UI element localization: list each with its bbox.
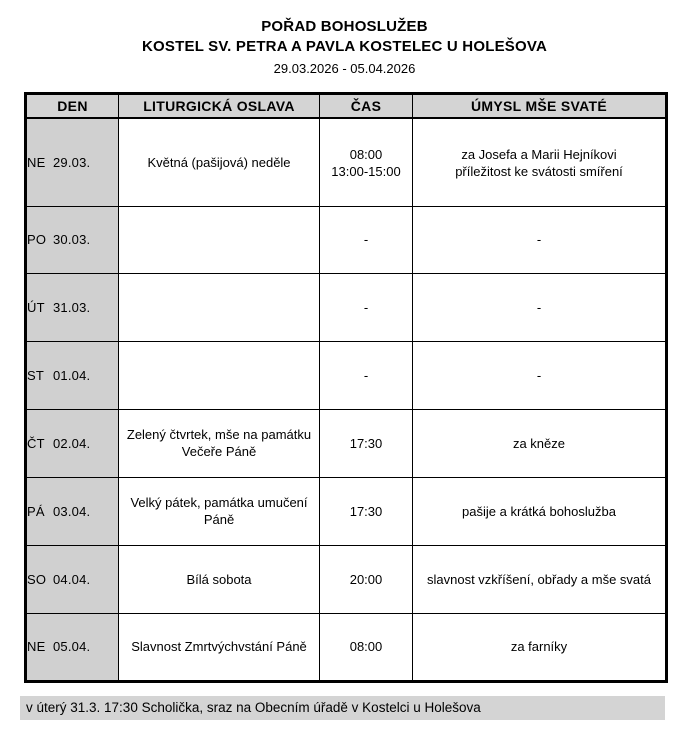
intention-secondary: příležitost ke svátosti smíření bbox=[455, 164, 623, 180]
cell-time: - bbox=[319, 205, 413, 274]
cell-time: 17:30 bbox=[319, 476, 413, 546]
time-primary: 08:00 bbox=[349, 147, 383, 163]
cell-time: 08:00 bbox=[319, 612, 413, 682]
cell-day: ST 01.04. bbox=[25, 340, 119, 410]
day-date: 03.04. bbox=[53, 503, 91, 519]
heading-date-range: 29.03.2026 - 05.04.2026 bbox=[273, 61, 416, 76]
cell-celebration: Velký pátek, památka umučení Páně bbox=[118, 476, 320, 546]
day-weekday: ST bbox=[27, 367, 45, 383]
cell-intention: za kněze bbox=[412, 408, 667, 478]
cell-intention: slavnost vzkříšení, obřady a mše svatá bbox=[412, 544, 667, 614]
cell-day: PO 30.03. bbox=[25, 205, 119, 274]
intention-primary: za Josefa a Marii Hejníkovi bbox=[461, 147, 617, 163]
column-header-den: DEN bbox=[25, 93, 119, 119]
day-date: 29.03. bbox=[53, 154, 91, 170]
cell-intention: za Josefa a Marii Hejníkovi příležitost … bbox=[412, 117, 667, 207]
day-weekday: PÁ bbox=[27, 503, 45, 519]
table-row: ST 01.04. - - bbox=[25, 340, 667, 410]
cell-intention: - bbox=[412, 205, 667, 274]
column-header-cas: ČAS bbox=[319, 93, 413, 119]
day-date: 30.03. bbox=[53, 232, 91, 247]
table-row: PO 30.03. - - bbox=[25, 205, 667, 274]
cell-day: ČT 02.04. bbox=[25, 408, 119, 478]
cell-day: PÁ 03.04. bbox=[25, 476, 119, 546]
day-date: 02.04. bbox=[53, 435, 91, 451]
cell-celebration: Bílá sobota bbox=[118, 544, 320, 614]
column-header-umysl-mse-svate: ÚMYSL MŠE SVATÉ bbox=[412, 93, 667, 119]
cell-time: 20:00 bbox=[319, 544, 413, 614]
column-header-liturgicka-oslava: LITURGICKÁ OSLAVA bbox=[118, 93, 320, 119]
day-date: 31.03. bbox=[53, 299, 91, 315]
day-weekday: PO bbox=[27, 232, 47, 247]
cell-time: - bbox=[319, 340, 413, 410]
cell-celebration bbox=[118, 272, 320, 342]
table-header-row: DEN LITURGICKÁ OSLAVA ČAS ÚMYSL MŠE SVAT… bbox=[25, 93, 667, 119]
table-row: SO 04.04. Bílá sobota 20:00 slavnost vzkř… bbox=[25, 544, 667, 614]
cell-intention: - bbox=[412, 340, 667, 410]
schedule-table-container: DEN LITURGICKÁ OSLAVA ČAS ÚMYSL MŠE SVAT… bbox=[24, 92, 668, 683]
day-weekday: ČT bbox=[27, 435, 45, 451]
table-row: NE 29.03. Květná (pašijová) neděle 08:00 … bbox=[25, 117, 667, 207]
cell-time: 08:00 13:00-15:00 bbox=[319, 117, 413, 207]
cell-intention: za farníky bbox=[412, 612, 667, 682]
table-row: PÁ 03.04. Velký pátek, památka umučení Pá… bbox=[25, 476, 667, 546]
cell-day: NE 29.03. bbox=[25, 117, 119, 207]
table-row: ČT 02.04. Zelený čtvrtek, mše na památku … bbox=[25, 408, 667, 478]
cell-day: NE 05.04. bbox=[25, 612, 119, 682]
cell-time: 17:30 bbox=[319, 408, 413, 478]
cell-day: ÚT 31.03. bbox=[25, 272, 119, 342]
schedule-table: DEN LITURGICKÁ OSLAVA ČAS ÚMYSL MŠE SVAT… bbox=[24, 92, 668, 683]
cell-celebration: Zelený čtvrtek, mše na památku Večeře Pá… bbox=[118, 408, 320, 478]
cell-time: - bbox=[319, 272, 413, 342]
cell-celebration: Slavnost Zmrtvýchvstání Páně bbox=[118, 612, 320, 682]
table-row: ÚT 31.03. - - bbox=[25, 272, 667, 342]
day-date: 05.04. bbox=[53, 639, 91, 654]
cell-day: SO 04.04. bbox=[25, 544, 119, 614]
cell-celebration bbox=[118, 340, 320, 410]
day-weekday: NE bbox=[27, 154, 46, 170]
table-row: NE 05.04. Slavnost Zmrtvýchvstání Páně 08… bbox=[25, 612, 667, 682]
cell-celebration bbox=[118, 205, 320, 274]
cell-celebration: Květná (pašijová) neděle bbox=[118, 117, 320, 207]
heading-title-line2: KOSTEL SV. PETRA A PAVLA KOSTELEC U HOLE… bbox=[142, 38, 547, 55]
heading-title-line1: POŘAD BOHOSLUŽEB bbox=[261, 18, 428, 35]
day-weekday: SO bbox=[27, 571, 47, 587]
cell-intention: - bbox=[412, 272, 667, 342]
cell-intention: pašije a krátká bohoslužba bbox=[412, 476, 667, 546]
day-weekday: ÚT bbox=[27, 299, 45, 315]
document-heading: POŘAD BOHOSLUŽEB KOSTEL SV. PETRA A PAVL… bbox=[0, 0, 689, 79]
day-date: 04.04. bbox=[53, 571, 91, 587]
footer-note: v úterý 31.3. 17:30 Scholička, sraz na O… bbox=[20, 696, 665, 720]
time-secondary: 13:00-15:00 bbox=[331, 164, 401, 180]
day-weekday: NE bbox=[27, 639, 46, 654]
day-date: 01.04. bbox=[53, 367, 91, 383]
